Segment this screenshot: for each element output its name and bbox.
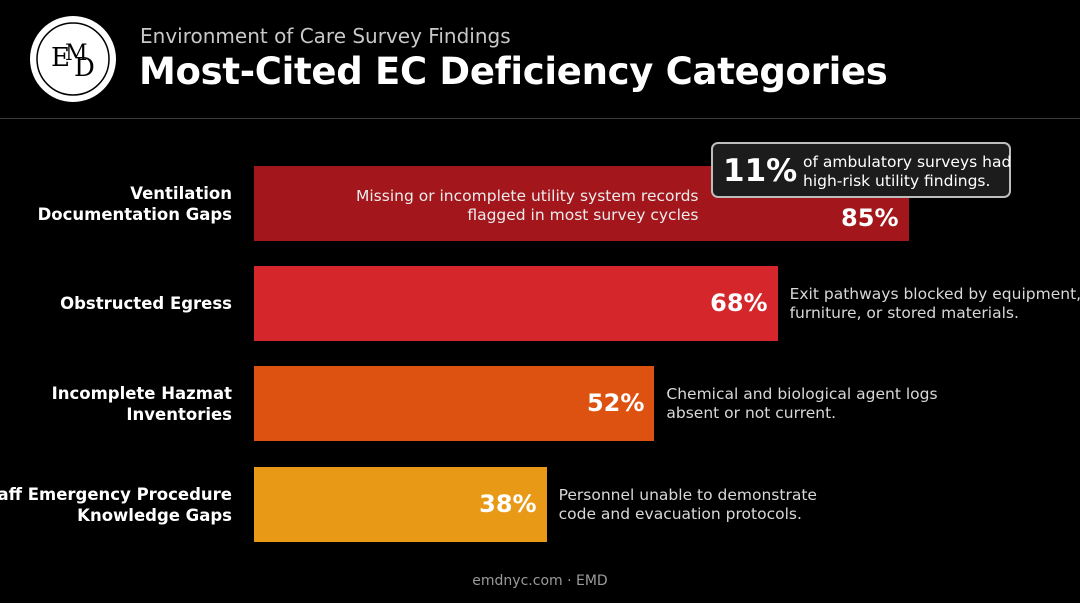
value-label: 38% — [479, 489, 537, 518]
callout-value: 11% — [723, 153, 798, 189]
bar-annotation-line: Personnel unable to demonstrate — [558, 485, 817, 504]
category-label-line: Inventories — [126, 404, 232, 424]
value-label: 52% — [586, 388, 645, 417]
chart-title: Most-Cited EC Deficiency Categories — [139, 50, 888, 93]
category-label-line: Documentation Gaps — [37, 204, 232, 224]
bar-annotation-line: furniture, or stored materials. — [789, 303, 1019, 322]
bar-annotation-line: absent or not current. — [666, 403, 837, 422]
category-label: Staff Emergency Procedure Knowledge Gaps — [0, 484, 232, 526]
category-label: Incomplete Hazmat Inventories — [52, 383, 232, 425]
footer: emdnyc.com · EMD — [472, 573, 608, 589]
bar-annotation: Chemical and biological agent logs absent… — [666, 385, 937, 423]
bar-annotation: Exit pathways blocked by equipment, furni… — [790, 285, 1080, 323]
category-label-line: Obstructed Egress — [60, 294, 232, 313]
emd-logo: E M D — [30, 16, 116, 102]
svg-text:D: D — [74, 53, 95, 83]
category-label-line: Staff Emergency Procedure — [0, 484, 232, 504]
bar — [254, 467, 547, 542]
svg-text:M: M — [65, 41, 88, 66]
bar-annotation: Missing or incomplete utility system rec… — [356, 187, 699, 225]
bar-annotation-line: Chemical and biological agent logs — [666, 384, 938, 403]
bar-annotation-line: Missing or incomplete utility system rec… — [355, 187, 699, 205]
category-label-line: Ventilation — [130, 183, 232, 203]
bar-annotation: Personnel unable to demonstrate code and … — [559, 486, 817, 524]
header-divider — [0, 118, 1080, 119]
bar-annotation-line: flagged in most survey cycles — [467, 206, 699, 224]
callout-text: of ambulatory surveys had high-risk util… — [803, 153, 1011, 191]
svg-text:E: E — [51, 43, 70, 73]
bar — [254, 266, 778, 341]
bar — [254, 366, 655, 441]
bar-annotation-line: code and evacuation protocols. — [558, 504, 802, 523]
category-label-line: Incomplete Hazmat — [51, 383, 232, 403]
value-label: 85% — [841, 204, 899, 232]
callout-text-line2: high-risk utility findings. — [803, 172, 991, 190]
value-label: 68% — [710, 288, 768, 317]
bar-annotation-line: Exit pathways blocked by equipment, — [789, 284, 1080, 303]
callout-text-line1: of ambulatory surveys had — [803, 153, 1012, 171]
category-label: Ventilation Documentation Gaps — [38, 183, 232, 225]
category-label: Obstructed Egress — [60, 293, 232, 314]
callout-box: 11% of ambulatory surveys had high-risk … — [711, 142, 1011, 198]
emd-logo-icon: E M D — [32, 18, 114, 100]
header: E M D Environment of Care Survey Finding… — [0, 0, 1080, 118]
chart-subtitle: Environment of Care Survey Findings — [140, 24, 511, 48]
category-label-line: Knowledge Gaps — [77, 505, 232, 525]
